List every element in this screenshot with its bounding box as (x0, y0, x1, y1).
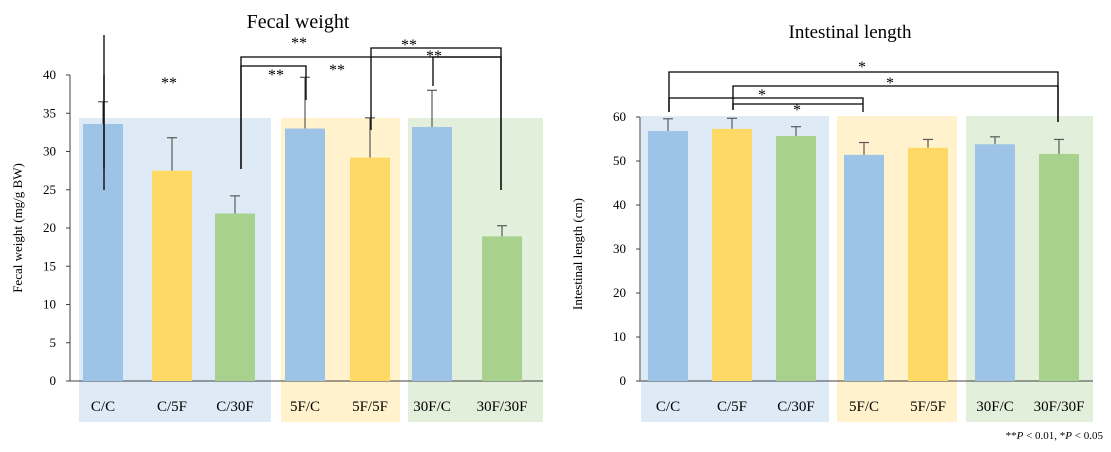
intestinal-length-chart: 0 10 20 30 40 50 60 C/C C/5F C/30F 5F/C 5F/5F 30F/C 3… (570, 22, 1093, 422)
category-label-c-c: C/C (91, 399, 115, 415)
bar-c-c (83, 123, 123, 382)
category-label-5f-5f: 5F/5F (910, 399, 946, 415)
y-tick-label: 40 (613, 197, 626, 212)
category-label-30f-c: 30F/C (976, 399, 1014, 415)
significance-label: ** (291, 35, 307, 52)
significance-label: * (858, 59, 866, 76)
bar-c-c (648, 131, 688, 381)
category-label-30f-30f: 30F/30F (477, 399, 528, 415)
y-tick-label: 20 (43, 220, 56, 235)
y-tick-label: 35 (43, 105, 56, 120)
category-label-c-30f: C/30F (777, 399, 815, 415)
significance-label: ** (401, 37, 417, 54)
footnote-p-1: P (1016, 430, 1024, 442)
bar-30f-c (975, 144, 1015, 381)
category-label-c-c: C/C (656, 399, 680, 415)
y-tick-label: 20 (613, 285, 626, 300)
category-label-c-5f: C/5F (717, 399, 747, 415)
bar-30f-30f (482, 236, 522, 381)
bar-c-5f (712, 128, 752, 381)
significance-label: * (886, 75, 894, 92)
y-tick-label: 40 (43, 67, 56, 82)
y-tick-label: 10 (613, 329, 626, 344)
category-label-5f-c: 5F/C (849, 399, 879, 415)
significance-bracket-c-c-vs-30f-30f (668, 71, 1059, 122)
chart-title: Intestinal length (789, 22, 912, 43)
significance-label: ** (161, 75, 177, 92)
y-tick-label: 25 (43, 182, 56, 197)
y-axis-title: Intestinal length (cm) (570, 198, 585, 310)
y-tick-label: 15 (43, 258, 56, 273)
category-label-30f-30f: 30F/30F (1034, 399, 1085, 415)
footnote-text-2: < 0.05 (1072, 430, 1103, 442)
footnote-stars-1: ** (1005, 430, 1017, 442)
y-tick-label: 5 (50, 335, 57, 350)
bar-30f-30f (1039, 153, 1079, 381)
significance-label: * (793, 102, 801, 119)
category-label-5f-c: 5F/C (290, 399, 320, 415)
significance-label: * (758, 87, 766, 104)
y-tick-label: 30 (43, 144, 56, 159)
bar-5f-5f (908, 147, 948, 381)
y-axis-title: Fecal weight (mg/g BW) (10, 163, 25, 293)
fecal-weight-chart: 0 5 10 15 20 25 30 35 40 C/C C/5F C/30F 5F/C 5F/5F 30F… (10, 11, 543, 422)
bar-5f-c (844, 154, 884, 381)
footnote-p-2: P (1065, 430, 1073, 442)
significance-label: ** (426, 48, 442, 65)
footnote-text-1: < 0.01, * (1023, 430, 1066, 442)
y-tick-label: 50 (613, 153, 626, 168)
significance-label: ** (268, 67, 284, 84)
bar-5f-c (285, 128, 325, 381)
category-label-c-5f: C/5F (157, 399, 187, 415)
category-label-5f-5f: 5F/5F (352, 399, 388, 415)
significance-bracket-5f-5f-vs-30f-30f (370, 47, 502, 190)
y-tick-label: 30 (613, 241, 626, 256)
y-tick-label: 60 (613, 109, 626, 124)
bar-30f-c (412, 127, 452, 382)
significance-label: ** (329, 62, 345, 79)
chart-title: Fecal weight (247, 11, 350, 33)
y-tick-label: 0 (620, 373, 627, 388)
significance-footnote: **P < 0.01, *P < 0.05 (1006, 430, 1103, 442)
y-tick-label: 10 (43, 297, 56, 312)
y-tick-label: 0 (50, 373, 57, 388)
significance-bracket-c-c-vs-5f-c (668, 97, 864, 112)
bar-5f-5f (350, 157, 390, 381)
significance-bracket-30f-c-vs-30f-30f (432, 56, 501, 86)
bar-c-30f (776, 135, 816, 381)
significance-bracket-c-5f-vs-5f-c (732, 103, 863, 110)
bar-c-5f (152, 170, 192, 381)
bar-c-30f (215, 213, 255, 381)
category-label-30f-c: 30F/C (413, 399, 451, 415)
category-label-c-30f: C/30F (216, 399, 254, 415)
